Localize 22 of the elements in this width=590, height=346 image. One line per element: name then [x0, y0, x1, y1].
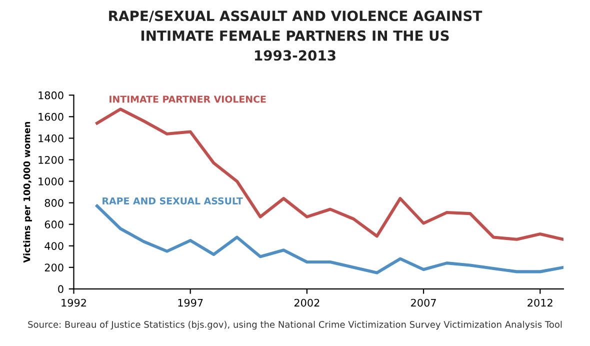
line-series	[96, 204, 564, 274]
y-tick-label: 1600	[38, 112, 64, 121]
y-tick-label: 1400	[38, 134, 64, 142]
y-tick-label: 400	[44, 242, 64, 250]
y-tick-label: 600	[44, 220, 64, 228]
x-tick-label: 2012	[528, 298, 552, 307]
chart-title: RAPE/SEXUAL ASSAULT AND VIOLENCE AGAINST INTIMATE FEMALE PARTNERS IN THE US 1993-2013	[109, 10, 482, 61]
y-tick-label: 1800	[38, 91, 64, 100]
series-label: RAPE AND SEXUAL ASSULT	[102, 197, 243, 204]
y-tick-label: 1000	[38, 177, 64, 186]
y-axis-title: Victims per 100,000 women	[23, 122, 32, 263]
x-tick-label: 1992	[62, 298, 86, 307]
x-tick-label: 1997	[178, 298, 203, 307]
x-tick-label: 2007	[411, 298, 436, 307]
series-label: INTIMATE PARTNER VIOLENCE	[110, 96, 266, 103]
x-tick-label: 2002	[294, 298, 320, 307]
source-note: Source: Bureau of Justice Statistics (bjs.gov), using the National Crime Victimization Survey Victimization Analysis Tool	[28, 320, 562, 330]
y-tick-label: 800	[44, 199, 64, 207]
y-tick-label: 0	[58, 285, 64, 294]
line-series	[96, 108, 564, 241]
y-tick-label: 1200	[38, 156, 64, 164]
y-tick-label: 200	[44, 264, 64, 272]
